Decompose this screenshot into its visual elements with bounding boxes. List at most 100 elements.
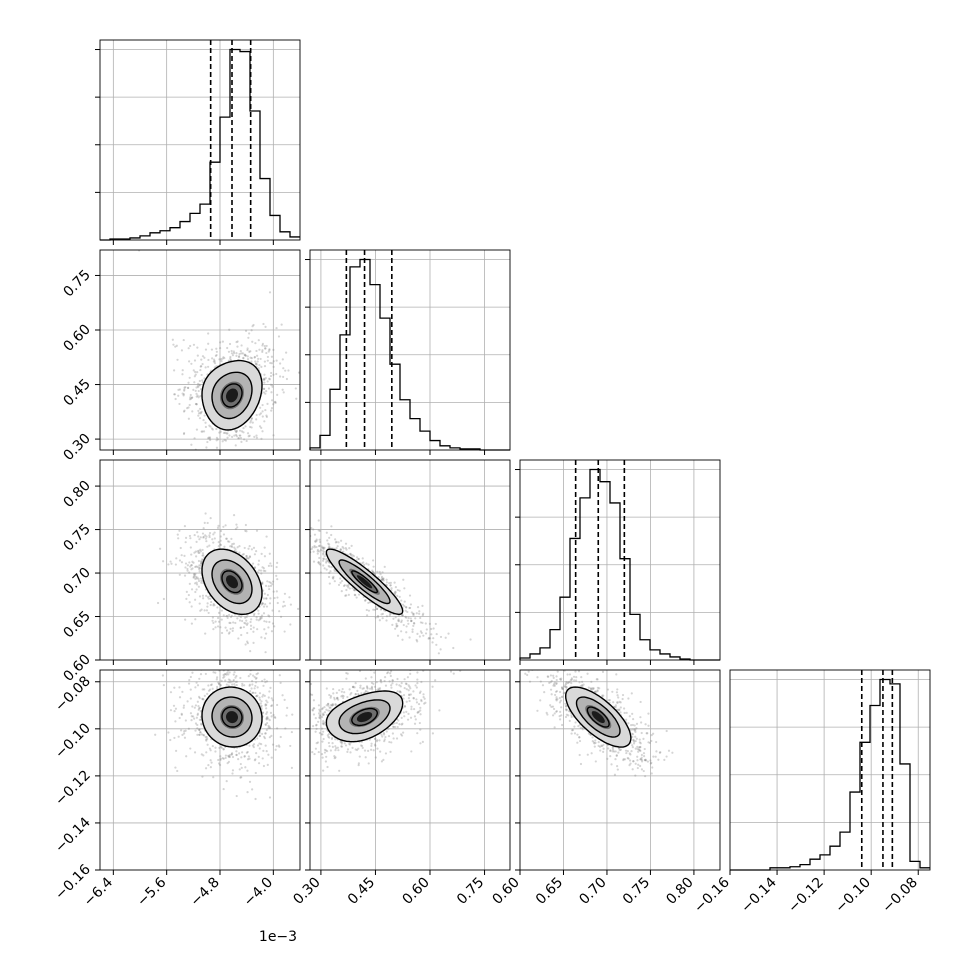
sample-point (275, 745, 278, 748)
sample-point (258, 696, 261, 699)
sample-point (630, 732, 634, 735)
sample-point (204, 425, 207, 429)
sample-point (218, 358, 221, 361)
sample-point (311, 708, 314, 711)
sample-point (381, 617, 384, 620)
sample-point (244, 354, 247, 357)
sample-point (564, 683, 567, 686)
sample-point (269, 562, 272, 565)
sample-point (247, 675, 250, 678)
sample-point (195, 565, 198, 568)
sample-point (228, 434, 231, 437)
sample-point (325, 531, 328, 534)
sample-point (204, 665, 206, 667)
sample-point (354, 692, 357, 696)
sample-point (343, 691, 346, 694)
sample-point (321, 756, 324, 759)
sample-point (410, 750, 413, 753)
sample-point (416, 671, 419, 674)
sample-point (178, 573, 181, 576)
sample-point (261, 711, 265, 714)
sample-point (252, 691, 255, 694)
sample-point (372, 682, 375, 685)
sample-point (322, 564, 325, 567)
x-tick-label: 0.60 (399, 875, 432, 908)
sample-point (591, 687, 594, 690)
sample-point (238, 429, 242, 432)
sample-point (427, 636, 431, 640)
sample-point (297, 371, 300, 374)
sample-point (262, 749, 265, 752)
sample-point (325, 558, 328, 561)
sample-point (232, 351, 236, 355)
sample-point (320, 733, 323, 736)
sample-point (203, 688, 206, 691)
sample-point (379, 573, 382, 576)
sample-point (380, 681, 383, 684)
sample-point (334, 756, 337, 759)
sample-point (228, 681, 232, 684)
sample-point (198, 706, 201, 710)
sample-point (404, 615, 407, 618)
sample-point (613, 750, 616, 753)
sample-point (246, 347, 249, 350)
sample-point (266, 721, 269, 725)
sample-point (336, 746, 339, 749)
sample-point (201, 362, 204, 366)
sample-point (238, 614, 241, 617)
sample-point (212, 360, 215, 363)
sample-point (353, 686, 356, 689)
sample-point (246, 358, 250, 361)
sample-point (264, 723, 267, 726)
sample-point (388, 582, 391, 585)
sample-point (330, 525, 333, 528)
sample-point (191, 396, 194, 399)
sample-point (315, 723, 318, 726)
sample-point (263, 381, 266, 384)
sample-point (316, 548, 319, 551)
sample-point (211, 667, 213, 669)
sample-point (323, 546, 326, 549)
sample-point (352, 686, 355, 689)
sample-point (303, 545, 305, 547)
sample-point (238, 619, 242, 622)
sample-point (199, 388, 203, 391)
sample-point (198, 538, 201, 541)
sample-point (213, 537, 216, 540)
sample-point (321, 713, 325, 717)
sample-point (210, 683, 213, 686)
sample-point (240, 352, 243, 355)
sample-point (575, 679, 578, 682)
sample-point (210, 427, 214, 430)
sample-point (325, 560, 328, 563)
sample-point (398, 595, 401, 598)
sample-point (220, 359, 223, 363)
sample-point (270, 406, 274, 410)
sample-point (432, 627, 435, 630)
x-tick-label: −5.6 (134, 874, 169, 909)
sample-point (264, 703, 267, 706)
sample-point (259, 406, 262, 409)
sample-point (564, 685, 567, 688)
sample-point (235, 352, 238, 355)
sample-point (201, 430, 204, 433)
sample-point (637, 746, 641, 749)
sample-point (381, 578, 384, 581)
sample-point (230, 680, 233, 683)
sample-point (193, 381, 196, 384)
sample-point (195, 577, 198, 580)
sample-point (333, 754, 336, 758)
sample-point (196, 531, 199, 534)
sample-point (226, 432, 229, 435)
sample-point (302, 708, 304, 710)
sample-point (248, 332, 251, 335)
sample-point (398, 690, 402, 693)
sample-point (264, 376, 267, 380)
sample-point (236, 526, 239, 529)
sample-point (219, 684, 222, 687)
sample-point (390, 587, 393, 590)
sample-point (313, 752, 316, 756)
sample-point (228, 328, 231, 331)
sample-point (255, 618, 258, 621)
sample-point (644, 759, 648, 762)
